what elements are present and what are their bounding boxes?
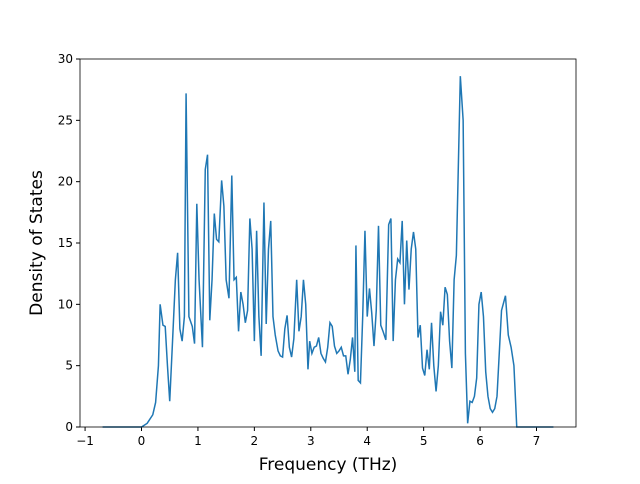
y-tick-label: 10 bbox=[58, 297, 73, 311]
y-tick-label: 20 bbox=[58, 175, 73, 189]
y-tick-label: 5 bbox=[65, 359, 73, 373]
x-tick-label: 3 bbox=[307, 434, 315, 448]
y-tick-label: 15 bbox=[58, 236, 73, 250]
x-axis-label: Frequency (THz) bbox=[259, 455, 398, 475]
y-axis-label: Density of States bbox=[27, 170, 47, 316]
plot-area bbox=[80, 59, 576, 427]
x-tick-label: 5 bbox=[420, 434, 428, 448]
x-tick-label: 7 bbox=[533, 434, 541, 448]
x-tick-label: −1 bbox=[76, 434, 94, 448]
x-tick-label: 6 bbox=[476, 434, 484, 448]
x-tick-label: 1 bbox=[194, 434, 202, 448]
axes-frame bbox=[79, 58, 577, 428]
x-tick-label: 0 bbox=[138, 434, 146, 448]
y-tick-label: 30 bbox=[58, 52, 73, 66]
line bbox=[102, 76, 554, 428]
y-tick-label: 0 bbox=[65, 420, 73, 434]
x-tick-label: 4 bbox=[363, 434, 371, 448]
x-tick-label: 2 bbox=[251, 434, 259, 448]
y-tick-label: 25 bbox=[58, 113, 73, 127]
